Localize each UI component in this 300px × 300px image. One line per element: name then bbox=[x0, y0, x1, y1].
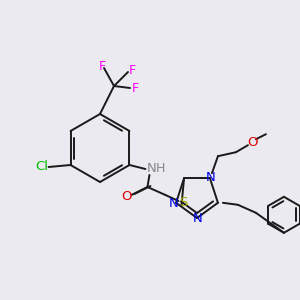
Text: S: S bbox=[179, 196, 188, 209]
Text: N: N bbox=[147, 163, 156, 176]
Text: O: O bbox=[248, 136, 258, 149]
Text: N: N bbox=[169, 197, 179, 210]
Text: F: F bbox=[131, 82, 139, 95]
Text: Cl: Cl bbox=[35, 160, 48, 173]
Text: N: N bbox=[193, 212, 203, 226]
Text: N: N bbox=[206, 171, 216, 184]
Text: O: O bbox=[121, 190, 132, 203]
Text: H: H bbox=[156, 161, 165, 175]
Text: F: F bbox=[128, 64, 136, 77]
Text: F: F bbox=[98, 61, 106, 74]
